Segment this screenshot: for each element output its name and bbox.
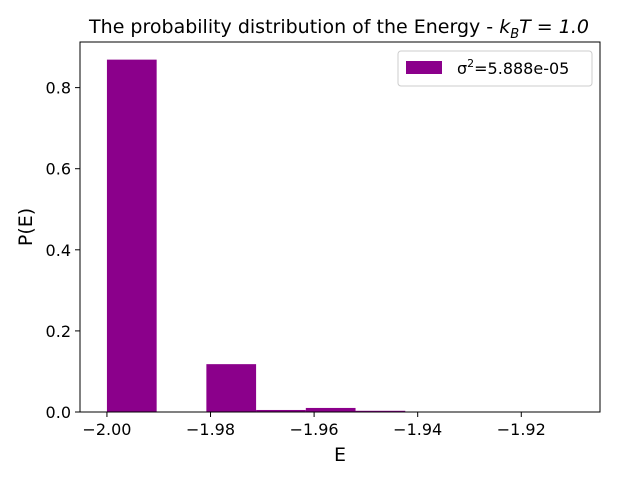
- legend: σ2=5.888e-05: [397, 50, 593, 87]
- histogram-bar-3: [256, 409, 306, 412]
- y-tick-label: 0.0: [46, 403, 71, 422]
- legend-swatch: [406, 61, 442, 74]
- x-tick-label: −1.96: [290, 420, 339, 439]
- histogram-bar-4: [305, 407, 356, 412]
- x-tick-label: −1.92: [497, 420, 546, 439]
- y-tick-label: 0.8: [46, 79, 71, 98]
- y-ticks: 0.0 0.2 0.4 0.6 0.8: [46, 79, 80, 422]
- y-tick-label: 0.6: [46, 160, 71, 179]
- plot-frame: [79, 41, 601, 413]
- y-tick-label: 0.4: [46, 241, 71, 260]
- x-axis-label: E: [334, 444, 346, 466]
- x-tick-label: −1.94: [393, 420, 442, 439]
- legend-label: σ2=5.888e-05: [457, 57, 569, 78]
- x-tick-label: −2.00: [82, 420, 131, 439]
- y-axis-label: P(E): [15, 208, 37, 246]
- legend-box: [397, 50, 593, 87]
- histogram-bar-2: [206, 364, 257, 412]
- x-tick-label: −1.98: [186, 420, 235, 439]
- histogram-bar-5: [355, 410, 406, 412]
- bars-layer: [106, 59, 406, 412]
- x-ticks: −2.00 −1.98 −1.96 −1.94 −1.92: [82, 412, 546, 439]
- y-tick-label: 0.2: [46, 322, 71, 341]
- histogram-bar-0: [106, 59, 157, 412]
- chart-title: The probability distribution of the Ener…: [88, 16, 589, 42]
